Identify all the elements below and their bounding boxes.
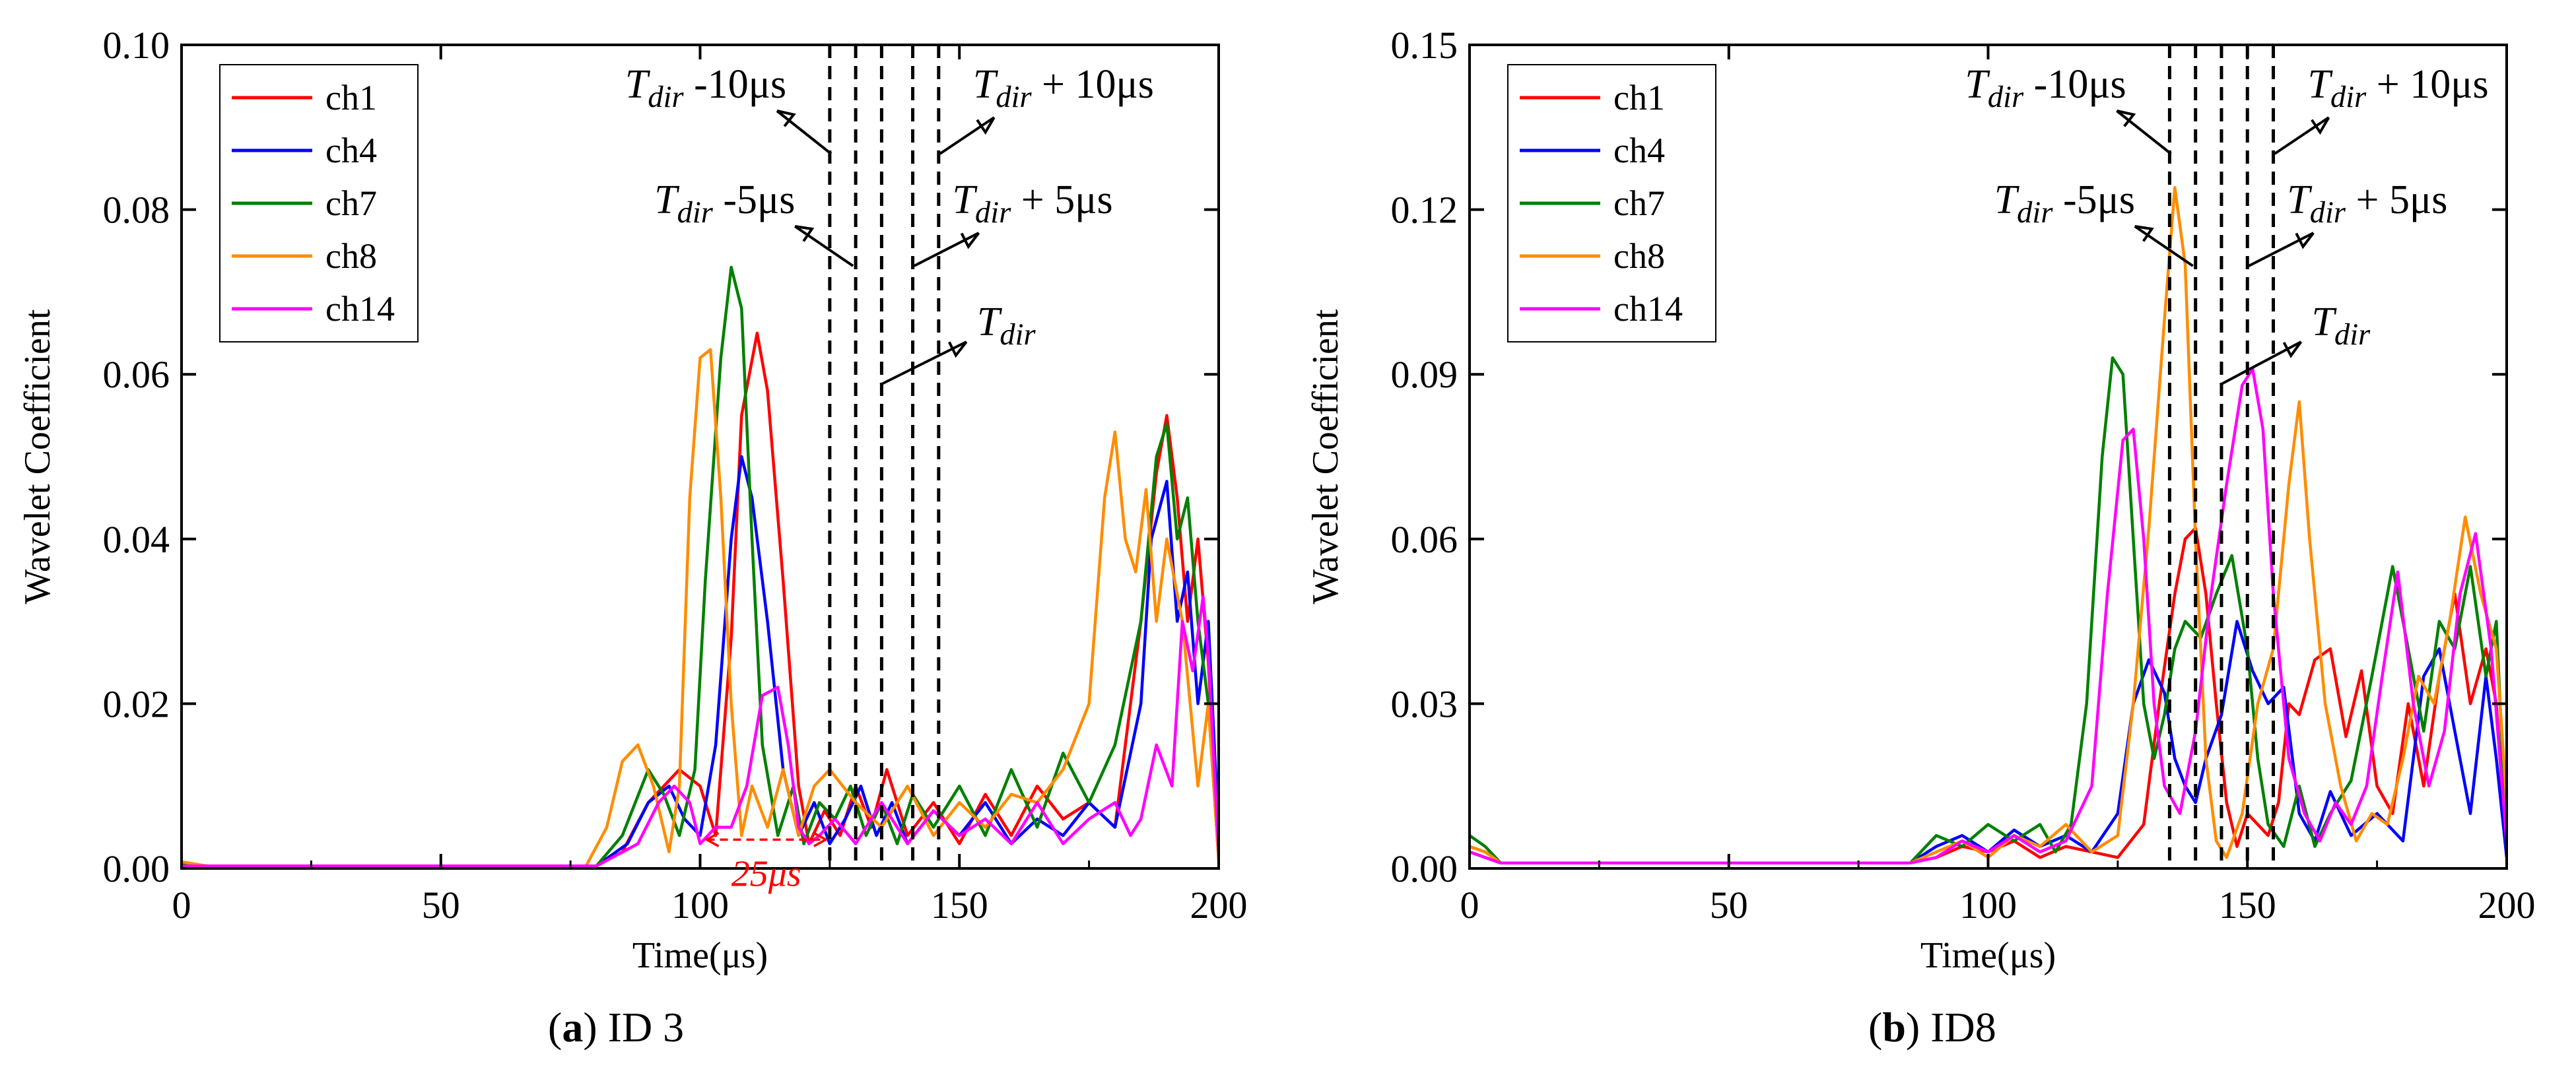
y-tick-label: 0.00: [1391, 847, 1458, 890]
delay-head-left: [704, 831, 720, 847]
x-tick-label: 0: [172, 884, 191, 927]
y-tick-label: 0.15: [1391, 24, 1458, 67]
y-tick-label: 0.08: [103, 189, 170, 232]
series-line-ch4: [1470, 620, 2507, 864]
legend-label-ch14: ch14: [325, 289, 395, 329]
legend-label-ch7: ch7: [1613, 183, 1665, 223]
delay-head-right: [813, 831, 829, 847]
series-line-ch4: [182, 455, 1219, 868]
series-line-ch14: [182, 595, 1219, 868]
annotation-tdir: Tdir: [2312, 300, 2371, 352]
caption-a-text: ID 3: [607, 1004, 685, 1051]
caption-a: (a) ID 3: [548, 1004, 685, 1051]
y-axis-label: Wavelet Coefficient: [1305, 309, 1346, 604]
series-group: [182, 265, 1219, 868]
x-tick-label: 150: [931, 884, 988, 927]
x-tick-label: 0: [1460, 884, 1479, 927]
legend-label-ch4: ch4: [325, 131, 377, 170]
annotation-arrow-minus5-head: [794, 225, 815, 242]
annotation-arrow-plus10-shaft: [939, 116, 995, 155]
series-group: [1470, 186, 2507, 864]
annotation-tdir-minus5: Tdir -5μs: [1994, 178, 2135, 230]
annotation-arrow-plus10-head: [2311, 116, 2330, 135]
annotation-arrow-minus5-shaft: [2134, 225, 2194, 267]
annotation-tdir-plus10: Tdir + 10μs: [2308, 62, 2489, 114]
caption-b-text: ID8: [1930, 1004, 1996, 1051]
annotation-arrow-plus5-shaft: [913, 232, 980, 267]
series-line-ch1: [182, 331, 1219, 868]
annotation-arrow-tdir-head: [2282, 341, 2303, 358]
annotation-tdir-plus10: Tdir + 10μs: [973, 62, 1154, 114]
y-tick-label: 0.10: [103, 24, 170, 67]
annotation-arrow-minus5-shaft: [794, 225, 854, 267]
y-tick-label: 0.06: [1391, 518, 1458, 561]
caption-a-label: a: [562, 1004, 584, 1051]
x-tick-label: 100: [1959, 884, 2017, 927]
annotation-arrow-plus5-head: [2295, 232, 2315, 249]
legend-label-ch1: ch1: [325, 78, 377, 117]
y-axis-label: Wavelet Coefficient: [17, 309, 58, 604]
y-tick-label: 0.00: [103, 847, 170, 890]
annotation-tdir-minus10: Tdir -10μs: [625, 62, 786, 114]
chart-panel-a: 0 50 100 150 200 0.00 0.02 0.04 0.06 0.08 0.10 Time…: [17, 24, 1248, 976]
annotation-tdir-minus5: Tdir -5μs: [654, 178, 795, 230]
y-tick-label: 0.03: [1391, 682, 1458, 725]
delay-label: 25μs: [731, 853, 801, 894]
legend-box: [219, 64, 419, 342]
chart-panel-b: 0 50 100 150 200 0.00 0.03 0.06 0.09 0.12 0.15 Time…: [1305, 24, 2536, 976]
caption-b-label: b: [1882, 1004, 1906, 1051]
annotation-arrow-minus10-head: [776, 110, 796, 127]
caption-b: (b) ID8: [1868, 1004, 1996, 1051]
legend-label-ch14: ch14: [1613, 289, 1683, 329]
y-tick-label: 0.09: [1391, 353, 1458, 396]
x-tick-label: 200: [2478, 884, 2536, 927]
annotation-tdir-plus5: Tdir + 5μs: [953, 178, 1113, 230]
annotation-tdir: Tdir: [977, 300, 1036, 352]
annotation-arrow-tdir-shaft: [2220, 341, 2302, 386]
x-tick-label: 100: [671, 884, 729, 927]
x-tick-label: 50: [422, 884, 460, 927]
legend-label-ch4: ch4: [1613, 131, 1665, 170]
series-line-ch14: [1470, 367, 2507, 864]
series-line-ch7: [1470, 356, 2507, 864]
x-axis-label: Time(μs): [1920, 935, 2056, 976]
y-tick-label: 0.02: [103, 682, 170, 725]
legend-label-ch8: ch8: [325, 236, 377, 276]
series-line-ch8: [182, 348, 1219, 868]
annotation-arrow-tdir-head: [948, 341, 968, 358]
annotation-arrow-plus10-shaft: [2274, 116, 2330, 155]
annotation-arrow-minus10-head: [2116, 110, 2136, 127]
annotation-arrow-minus5-head: [2134, 225, 2154, 242]
annotation-tdir-minus10: Tdir -10μs: [1965, 62, 2126, 114]
annotation-tdir-plus5: Tdir + 5μs: [2287, 178, 2447, 230]
y-tick-label: 0.12: [1391, 189, 1458, 232]
series-line-ch1: [1470, 526, 2507, 864]
legend-label-ch1: ch1: [1613, 78, 1665, 117]
y-tick-label: 0.04: [103, 518, 170, 561]
legend-label-ch8: ch8: [1613, 236, 1665, 276]
annotation-arrow-plus5-head: [960, 232, 980, 249]
legend-label-ch7: ch7: [325, 183, 377, 223]
annotation-arrow-plus5-shaft: [2248, 232, 2315, 267]
annotation-arrow-minus10-shaft: [776, 110, 832, 155]
x-axis-label: Time(μs): [632, 935, 768, 976]
x-tick-label: 50: [1710, 884, 1748, 927]
y-tick-label: 0.06: [103, 353, 170, 396]
x-tick-label: 200: [1190, 884, 1248, 927]
x-tick-label: 150: [2219, 884, 2276, 927]
annotation-arrow-minus10-shaft: [2116, 110, 2172, 155]
annotation-arrow-plus10-head: [976, 116, 996, 135]
